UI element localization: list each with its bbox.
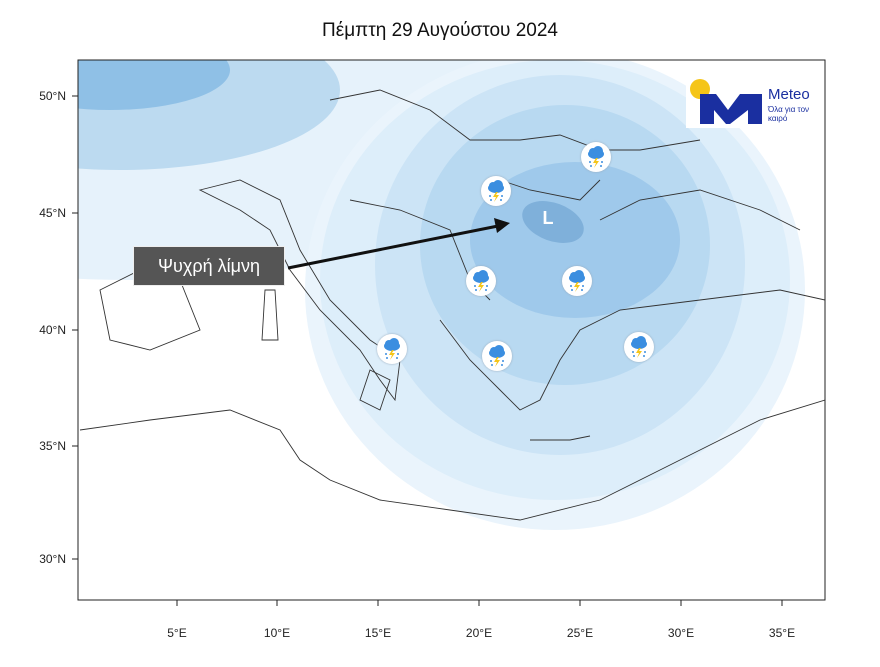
lon-tick: 25°E (567, 626, 593, 640)
logo-mark-icon (690, 79, 762, 124)
logo-tagline: Όλα για τον καιρό (768, 105, 810, 123)
thunderstorm-rain-icon (581, 142, 611, 172)
lon-tick: 15°E (365, 626, 391, 640)
lat-tick: 35°N (39, 439, 66, 453)
arrow (287, 224, 499, 270)
thunderstorm-rain-icon (482, 341, 512, 371)
low-core (522, 201, 584, 243)
thunderstorm-rain-icon (466, 266, 496, 296)
arrow-head (494, 218, 510, 233)
meteo-logo: Meteo Όλα για τον καιρό (686, 76, 822, 128)
lon-tick: 20°E (466, 626, 492, 640)
lon-ticks: 5°E 10°E 15°E 20°E 25°E 30°E 35°E (167, 600, 795, 640)
thunderstorm-rain-icon (562, 266, 592, 296)
map-title: Πέμπτη 29 Αυγούστου 2024 (322, 20, 558, 41)
lat-tick: 45°N (39, 206, 66, 220)
lon-tick: 35°E (769, 626, 795, 640)
logo-name: Meteo (768, 86, 810, 103)
cold-pool-label: Ψυχρή λίμνη (133, 246, 285, 286)
low-pressure-label: L (543, 208, 554, 228)
lat-tick: 40°N (39, 323, 66, 337)
lat-tick: 30°N (39, 552, 66, 566)
lat-ticks: 50°N 45°N 40°N 35°N 30°N (39, 89, 78, 566)
lon-tick: 30°E (668, 626, 694, 640)
thunderstorm-rain-icon (481, 176, 511, 206)
thunderstorm-rain-icon (624, 332, 654, 362)
thunderstorm-rain-icon (377, 334, 407, 364)
lon-tick: 10°E (264, 626, 290, 640)
lon-tick: 5°E (167, 626, 186, 640)
lat-tick: 50°N (39, 89, 66, 103)
